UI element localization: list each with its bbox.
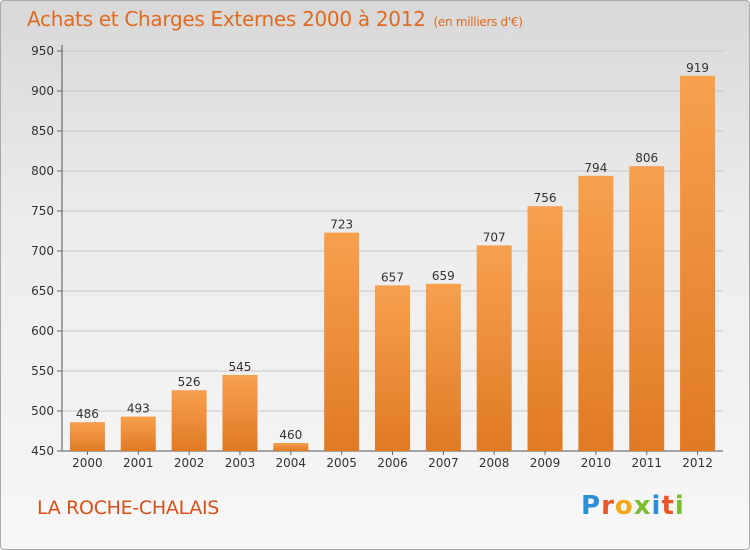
y-tick-label: 550: [31, 364, 54, 378]
bar-2003: [222, 375, 258, 451]
data-label-2003: 545: [229, 360, 252, 374]
x-tick-label-2012: 2012: [682, 456, 713, 470]
data-label-2004: 460: [279, 428, 302, 442]
bar-2000: [69, 422, 105, 451]
data-label-2006: 657: [381, 270, 404, 284]
data-label-2007: 659: [432, 269, 455, 283]
chart-title: Achats et Charges Externes 2000 à 2012 (e…: [27, 7, 523, 31]
data-label-2011: 806: [635, 151, 658, 165]
bar-2005: [324, 232, 360, 451]
y-tick-label: 800: [31, 164, 54, 178]
data-label-2008: 707: [483, 230, 506, 244]
x-tick-label-2003: 2003: [225, 456, 256, 470]
bar-2009: [527, 206, 563, 451]
x-tick-label-2009: 2009: [530, 456, 561, 470]
chart-unit: (en milliers d'€): [433, 15, 523, 29]
data-label-2009: 756: [534, 191, 557, 205]
commune-name: LA ROCHE-CHALAIS: [37, 497, 220, 519]
x-tick-label-2002: 2002: [174, 456, 205, 470]
bar-2001: [120, 416, 156, 451]
data-label-2001: 493: [127, 402, 150, 416]
x-tick-label-2001: 2001: [123, 456, 154, 470]
bar-2006: [375, 285, 410, 451]
x-tick-label-2004: 2004: [276, 456, 307, 470]
y-tick-label: 500: [31, 404, 54, 418]
y-tick-label: 650: [31, 284, 54, 298]
bar-2004: [273, 443, 309, 451]
data-label-2005: 723: [330, 218, 353, 232]
y-tick-label: 950: [31, 44, 54, 58]
x-tick-label-2006: 2006: [377, 456, 408, 470]
data-label-2010: 794: [584, 161, 607, 175]
y-tick-label: 450: [31, 444, 54, 458]
data-label-2012: 919: [686, 61, 709, 75]
x-tick-label-2011: 2011: [631, 456, 662, 470]
bar-2011: [629, 166, 665, 451]
bar-2007: [425, 283, 461, 451]
x-tick-label-2000: 2000: [72, 456, 103, 470]
x-tick-label-2010: 2010: [581, 456, 612, 470]
x-tick-label-2005: 2005: [326, 456, 357, 470]
bar-2010: [578, 175, 614, 452]
bar-2002: [171, 390, 207, 451]
y-tick-label: 900: [31, 84, 54, 98]
bar-2008: [476, 245, 512, 451]
data-label-2000: 486: [76, 407, 99, 421]
x-tick-label-2008: 2008: [479, 456, 510, 470]
chart-title-text: Achats et Charges Externes 2000 à 2012: [27, 7, 426, 31]
x-tick-label-2007: 2007: [428, 456, 459, 470]
data-label-2002: 526: [178, 375, 201, 389]
bar-2012: [680, 75, 716, 452]
proxiti-logo[interactable]: Proxiti: [581, 491, 685, 521]
y-tick-label: 850: [31, 124, 54, 138]
y-tick-label: 750: [31, 204, 54, 218]
y-tick-label: 700: [31, 244, 54, 258]
y-tick-label: 600: [31, 324, 54, 338]
